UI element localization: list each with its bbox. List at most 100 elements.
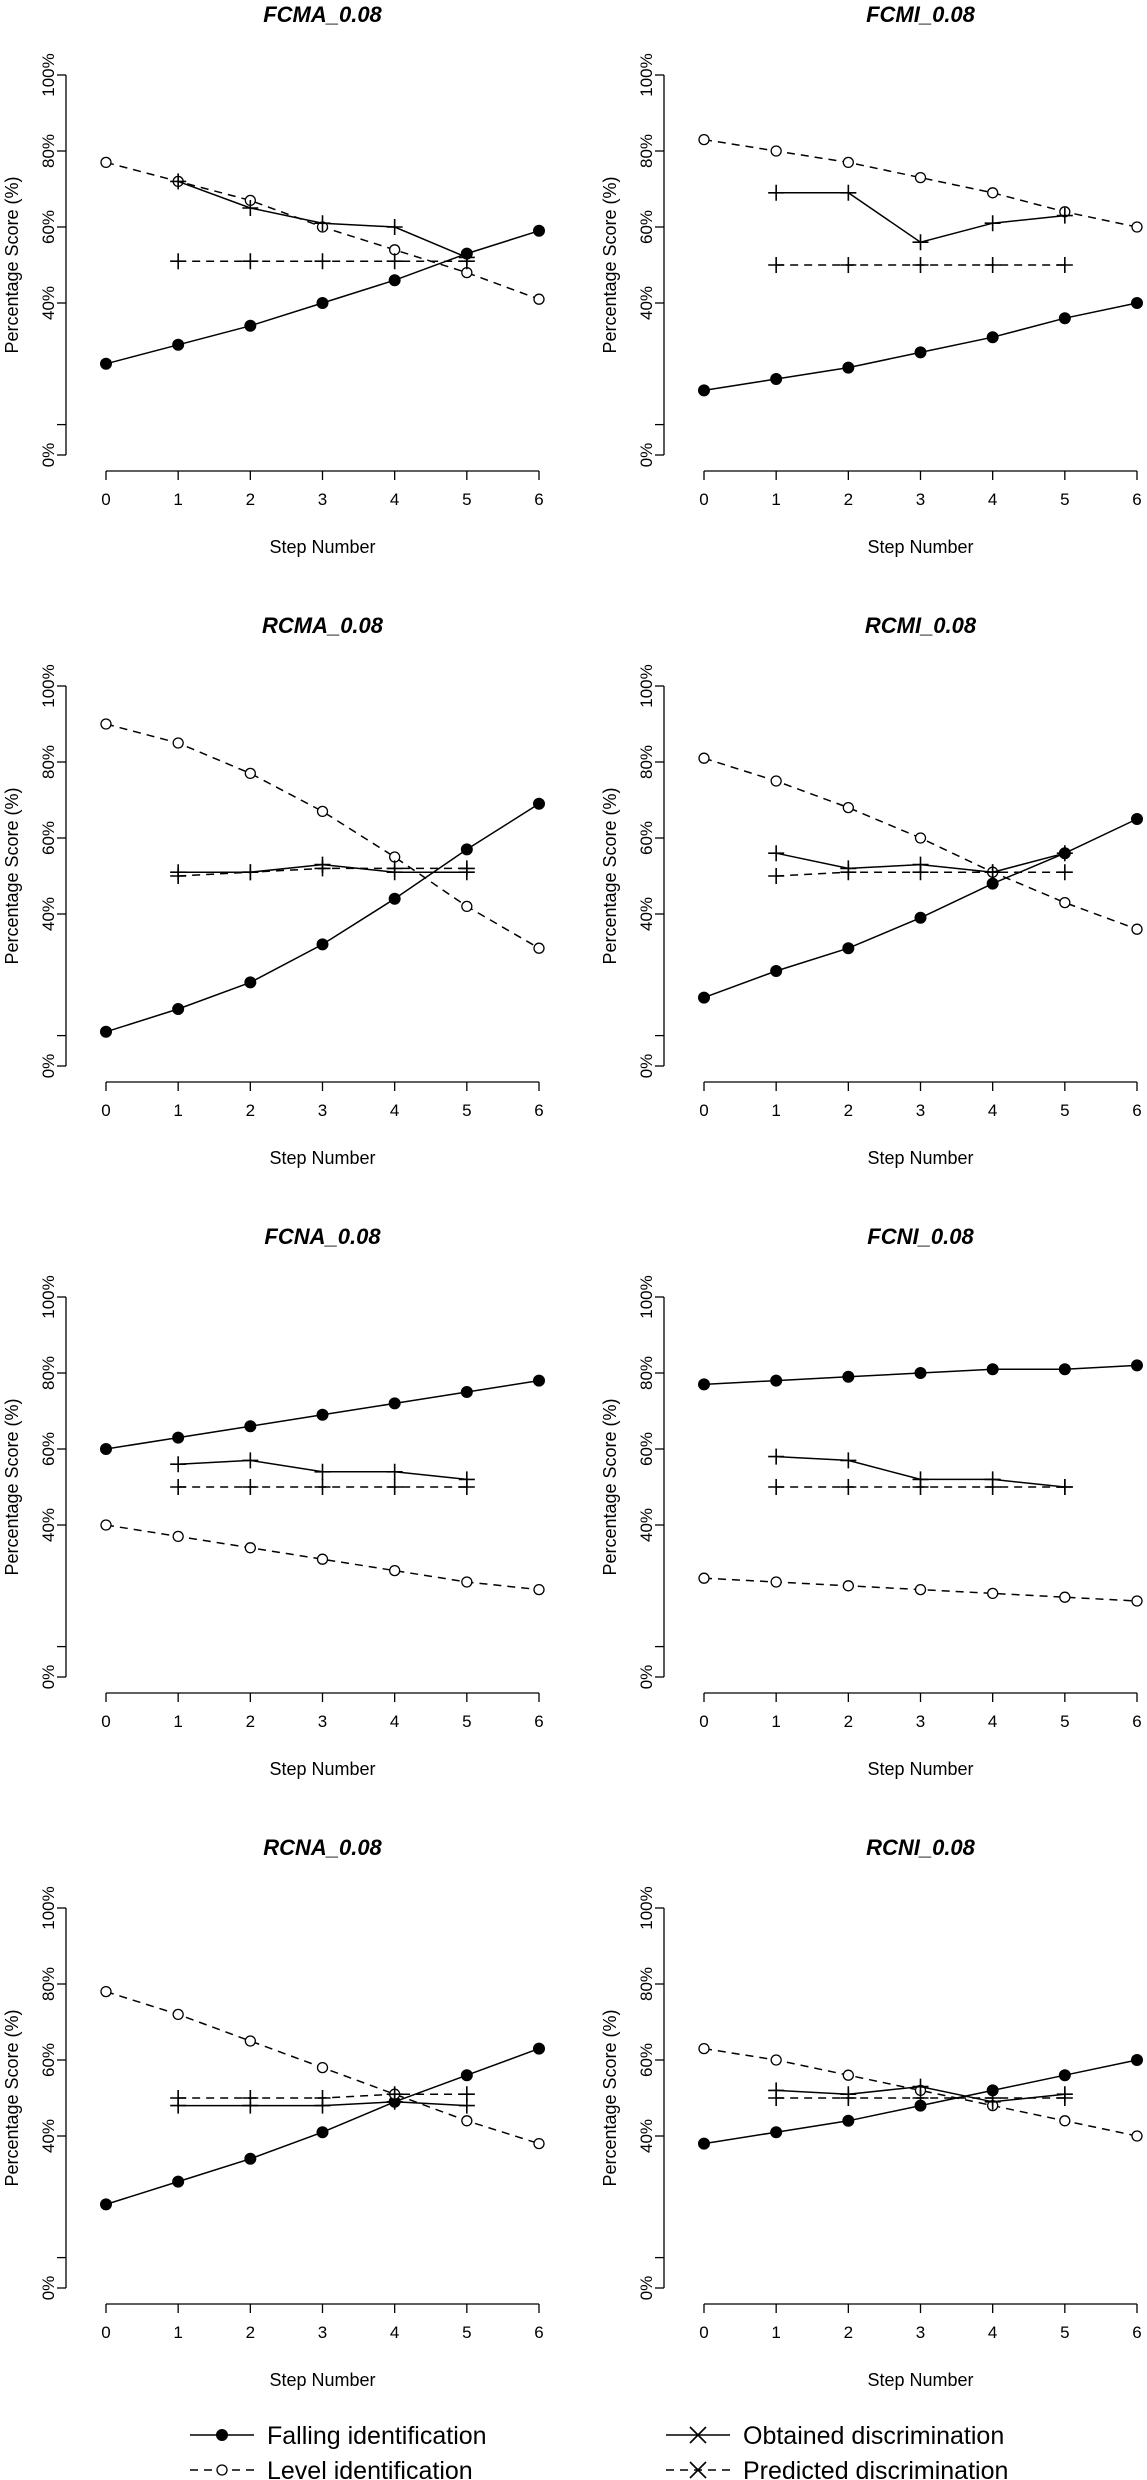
marker xyxy=(386,860,403,877)
y-tick-label: 0% xyxy=(39,2276,58,2301)
marker xyxy=(170,868,187,884)
y-tick-label: 60% xyxy=(637,821,656,855)
marker xyxy=(460,1386,473,1398)
marker xyxy=(1131,297,1143,309)
marker xyxy=(314,253,331,270)
marker xyxy=(100,1025,112,1038)
marker xyxy=(533,224,545,237)
chart-title: FCMA_0.08 xyxy=(263,2,382,27)
x-tick-label: 6 xyxy=(534,1712,543,1731)
marker xyxy=(533,797,545,810)
marker xyxy=(458,2086,475,2103)
marker xyxy=(389,1564,401,1577)
y-axis-label: Percentage Score (%) xyxy=(600,2009,620,2186)
marker xyxy=(533,2137,545,2150)
legend-marker xyxy=(216,2429,228,2441)
marker xyxy=(987,1587,999,1600)
y-tick-label: 100% xyxy=(637,1275,656,1318)
marker xyxy=(242,1479,259,1495)
y-tick-label: 80% xyxy=(637,1967,656,2001)
marker xyxy=(1058,1363,1071,1376)
marker xyxy=(314,2090,331,2106)
marker xyxy=(1058,312,1071,325)
y-tick-label: 100% xyxy=(39,1886,58,1929)
marker xyxy=(914,171,927,184)
marker xyxy=(914,832,927,844)
marker xyxy=(533,1374,545,1387)
x-axis-label: Step Number xyxy=(867,1148,973,1168)
x-tick-label: 5 xyxy=(462,490,471,509)
marker xyxy=(316,938,329,951)
x-tick-label: 2 xyxy=(844,1101,853,1120)
marker xyxy=(388,1397,401,1410)
marker xyxy=(386,1479,403,1495)
marker xyxy=(1059,2115,1071,2127)
marker xyxy=(1131,221,1143,233)
marker xyxy=(316,1408,329,1421)
y-tick-label: 100% xyxy=(39,664,58,707)
x-tick-label: 0 xyxy=(699,2323,708,2342)
marker xyxy=(840,1452,857,1469)
marker xyxy=(1131,2130,1143,2142)
x-axis-label: Step Number xyxy=(269,2370,375,2390)
marker xyxy=(461,900,473,913)
marker xyxy=(314,215,331,232)
x-tick-label: 5 xyxy=(1060,490,1069,509)
marker xyxy=(1056,257,1073,273)
marker xyxy=(170,2090,187,2106)
x-tick-label: 5 xyxy=(1060,2323,1069,2342)
chart-title: RCMA_0.08 xyxy=(262,613,384,638)
series-line xyxy=(703,757,1138,930)
marker xyxy=(912,234,929,251)
marker xyxy=(461,2115,473,2127)
legend-marker xyxy=(689,2426,707,2444)
x-tick-label: 1 xyxy=(771,490,780,509)
x-tick-label: 5 xyxy=(1060,1101,1069,1120)
y-tick-label: 40% xyxy=(637,2119,656,2153)
x-tick-label: 5 xyxy=(462,1101,471,1120)
marker xyxy=(986,331,999,344)
y-tick-label: 60% xyxy=(39,1432,58,1466)
marker xyxy=(698,752,710,764)
y-tick-label: 80% xyxy=(637,134,656,168)
x-tick-label: 6 xyxy=(1132,1101,1141,1120)
y-tick-label: 80% xyxy=(39,745,58,779)
x-axis-label: Step Number xyxy=(269,1759,375,1779)
x-tick-label: 4 xyxy=(390,2323,399,2342)
marker xyxy=(986,1363,999,1376)
marker xyxy=(770,965,783,977)
marker xyxy=(533,293,545,305)
x-tick-label: 0 xyxy=(699,1101,708,1120)
marker xyxy=(170,253,187,270)
y-tick-label: 80% xyxy=(39,1356,58,1390)
marker xyxy=(768,257,785,273)
marker xyxy=(1059,1591,1071,1603)
x-tick-label: 1 xyxy=(173,1712,182,1731)
x-tick-label: 5 xyxy=(462,2323,471,2342)
x-tick-label: 2 xyxy=(246,2323,255,2342)
marker xyxy=(388,274,401,287)
y-axis-label: Percentage Score (%) xyxy=(2,2009,22,2186)
marker xyxy=(1131,2054,1143,2066)
marker xyxy=(768,1448,785,1465)
y-tick-label: 60% xyxy=(637,1432,656,1466)
marker xyxy=(100,1443,112,1455)
marker xyxy=(770,1374,783,1387)
y-tick-label: 80% xyxy=(637,1356,656,1390)
x-tick-label: 3 xyxy=(318,2323,327,2342)
y-tick-label: 0% xyxy=(637,1665,656,1690)
marker xyxy=(1058,2069,1071,2082)
marker xyxy=(770,145,782,157)
marker xyxy=(458,253,475,270)
marker xyxy=(458,860,475,877)
marker xyxy=(842,2114,855,2127)
x-tick-label: 1 xyxy=(173,1101,182,1120)
marker xyxy=(842,801,854,814)
x-tick-label: 6 xyxy=(1132,2323,1141,2342)
y-tick-label: 40% xyxy=(39,897,58,931)
x-axis-label: Step Number xyxy=(269,1148,375,1168)
chart-title: RCNI_0.08 xyxy=(866,1835,976,1860)
marker xyxy=(768,868,785,884)
marker xyxy=(1056,207,1073,224)
marker xyxy=(244,767,256,780)
